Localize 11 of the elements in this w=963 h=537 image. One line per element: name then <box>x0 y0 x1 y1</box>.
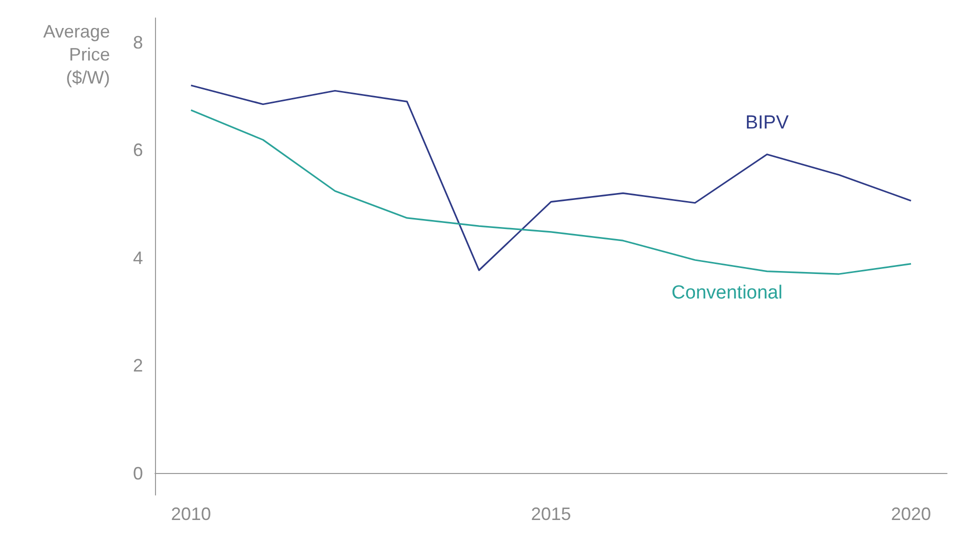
series-label: Conventional <box>672 282 782 304</box>
y-axis-title: Average Price ($/W) <box>43 22 110 88</box>
x-tick-label: 2010 <box>170 504 212 524</box>
x-tick-label: 2015 <box>530 504 572 524</box>
y-tick-label: 0 <box>132 463 143 484</box>
y-tick-label: 2 <box>132 356 143 376</box>
y-tick-label: 8 <box>132 32 143 52</box>
series-label: BIPV <box>745 112 789 134</box>
y-tick-label: 4 <box>132 248 143 268</box>
x-tick-label: 2020 <box>890 504 932 524</box>
y-tick-label: 6 <box>132 140 143 160</box>
